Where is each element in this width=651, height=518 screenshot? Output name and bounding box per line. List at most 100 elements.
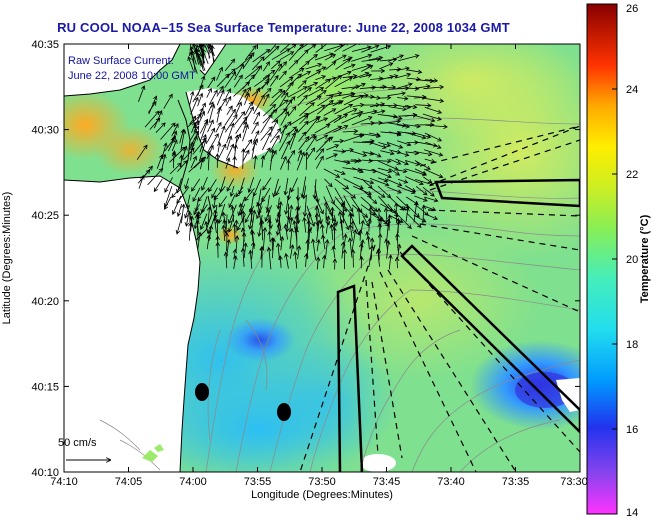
current-vector <box>286 187 292 201</box>
y-axis-ticks: 40:35 40:30 40:25 40:20 40:15 40:10 <box>31 39 580 479</box>
current-vector <box>314 148 325 161</box>
current-vector <box>305 70 322 80</box>
current-vector <box>377 233 383 251</box>
current-vector <box>288 59 299 70</box>
current-vector <box>226 135 233 151</box>
current-vector <box>342 187 357 199</box>
current-vector <box>276 222 282 241</box>
current-vector <box>284 195 289 215</box>
x-tick-label: 73:30 <box>560 476 588 488</box>
current-vector <box>314 212 320 232</box>
current-vector <box>188 157 205 173</box>
current-vector <box>193 156 207 169</box>
current-vector <box>307 228 312 251</box>
current-vector <box>304 151 309 170</box>
current-vector <box>315 66 327 72</box>
current-vector <box>369 177 390 187</box>
current-vector <box>176 203 183 218</box>
current-vector <box>406 76 422 82</box>
current-vector <box>188 130 200 150</box>
current-vector <box>189 115 197 125</box>
current-vector <box>190 96 199 115</box>
current-vector <box>424 168 444 179</box>
current-vector <box>160 122 176 140</box>
current-vector <box>286 159 291 171</box>
current-vector <box>189 125 200 142</box>
current-vector <box>279 235 285 251</box>
current-vector <box>262 108 278 124</box>
y-tick-label: 40:10 <box>31 467 59 479</box>
current-vector <box>279 123 287 144</box>
current-vector <box>397 214 412 230</box>
current-vector <box>197 92 204 107</box>
current-vector <box>386 178 403 187</box>
current-vector <box>339 218 345 241</box>
current-label-line1: Raw Surface Current: <box>68 55 174 67</box>
current-vector <box>279 91 289 107</box>
current-vector <box>369 212 389 225</box>
current-vector <box>415 84 431 89</box>
current-vector <box>171 151 177 169</box>
current-vector <box>332 258 338 270</box>
current-vector <box>413 151 433 157</box>
current-vector <box>242 121 248 133</box>
current-vector <box>340 202 346 224</box>
current-vector <box>388 54 404 62</box>
current-vector <box>208 89 218 105</box>
current-vector <box>425 78 439 83</box>
current-vector <box>192 84 204 103</box>
y-tick-label: 40:15 <box>31 381 59 393</box>
current-vector <box>248 249 253 269</box>
current-vector <box>315 75 327 81</box>
current-vector <box>187 210 192 223</box>
current-vector <box>358 229 363 241</box>
x-tick-label: 74:05 <box>115 476 143 488</box>
current-vector <box>298 135 310 151</box>
current-vector <box>395 151 410 157</box>
current-vector <box>321 234 326 249</box>
current-vector <box>177 160 188 172</box>
current-vector <box>306 219 311 241</box>
current-vector <box>198 44 204 64</box>
current-vector <box>421 204 426 224</box>
current-vector <box>294 227 299 251</box>
current-vector <box>422 205 437 212</box>
current-vector <box>387 115 403 121</box>
current-vector <box>287 149 296 162</box>
current-vector <box>144 110 160 128</box>
current-vector <box>161 153 167 171</box>
current-vector <box>238 202 244 223</box>
current-vector <box>379 216 384 231</box>
current-vector <box>163 93 173 109</box>
current-vector <box>224 58 236 72</box>
current-vector <box>243 242 248 259</box>
current-vector <box>261 78 270 90</box>
current-vector <box>171 186 182 199</box>
current-vector <box>289 227 294 249</box>
current-vector <box>262 87 272 97</box>
sampling-boxes <box>336 178 580 472</box>
current-vector <box>368 244 375 267</box>
current-vector <box>348 212 353 225</box>
current-vector <box>394 256 400 269</box>
current-vector <box>316 219 322 241</box>
current-vector <box>216 143 227 162</box>
current-vector <box>235 101 242 116</box>
current-vector <box>316 117 329 123</box>
current-vector <box>315 134 329 142</box>
current-vector <box>156 154 164 169</box>
current-vector <box>164 196 172 210</box>
current-vector <box>287 105 297 117</box>
current-vector <box>260 113 273 134</box>
current-vector <box>378 95 392 101</box>
current-vector <box>280 155 287 170</box>
current-vector <box>325 61 337 71</box>
current-vector <box>215 153 220 168</box>
bathymetry-contours <box>99 87 580 472</box>
current-vector <box>224 114 238 133</box>
current-vector <box>244 206 255 224</box>
current-vector <box>377 114 398 119</box>
current-vector <box>216 89 225 106</box>
current-vector <box>424 106 443 114</box>
current-vector <box>375 249 381 267</box>
